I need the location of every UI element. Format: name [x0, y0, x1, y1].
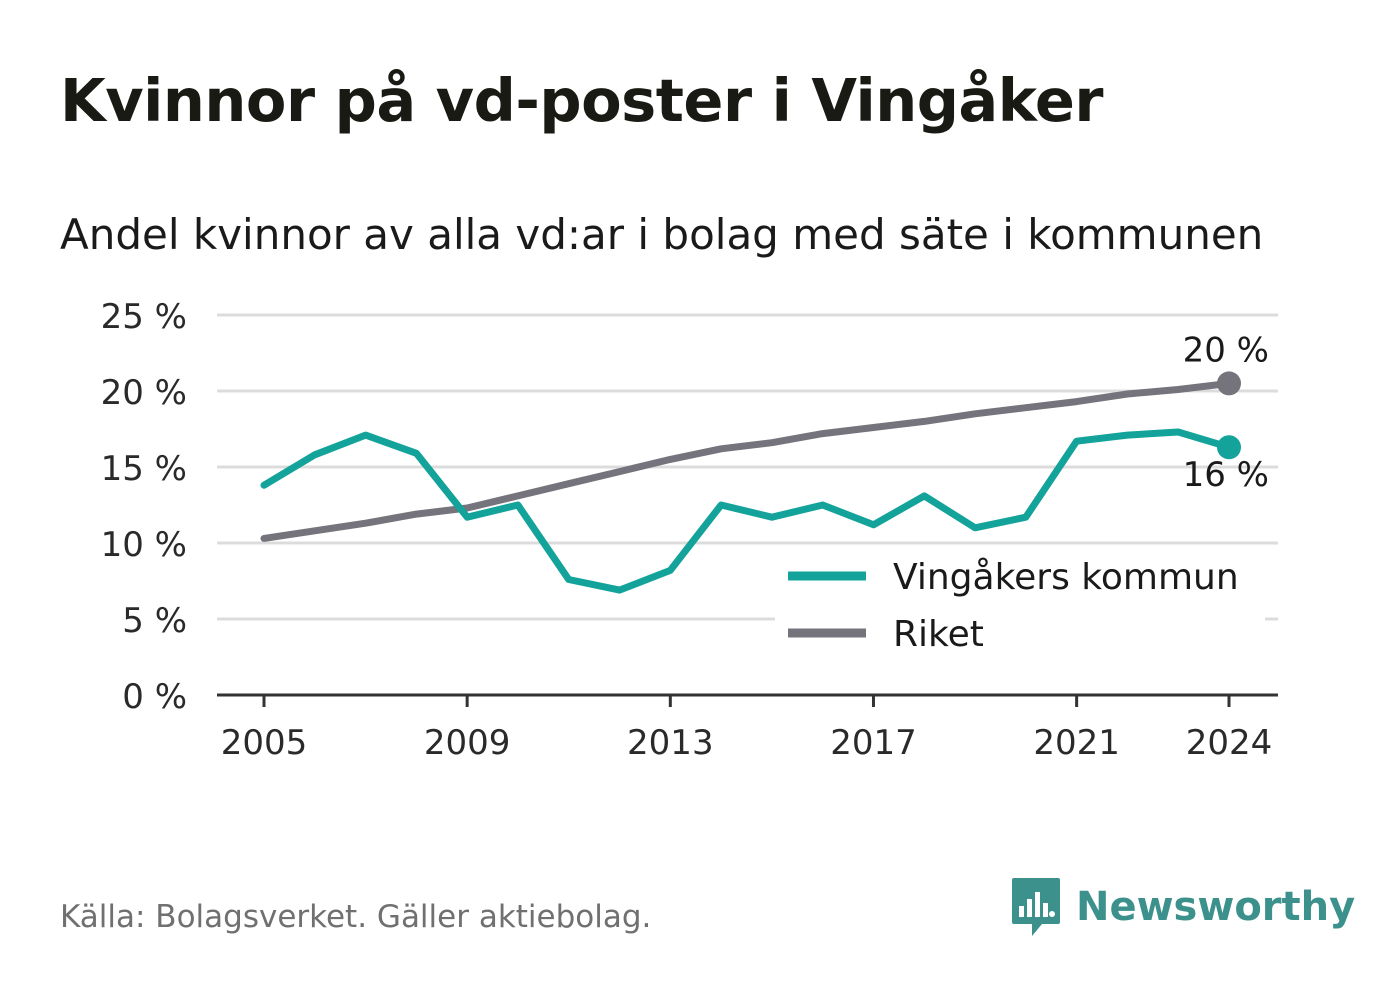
- y-tick-label: 15 %: [101, 449, 187, 489]
- legend: Vingåkers kommun Riket: [775, 545, 1265, 665]
- series-lines: [260, 371, 1241, 594]
- series-line: [260, 379, 1233, 542]
- brand-name: Newsworthy: [1076, 884, 1356, 930]
- grid-lines: [217, 313, 1278, 621]
- source-note: Källa: Bolagsverket. Gäller aktiebolag.: [60, 899, 652, 935]
- x-tick-label: 2017: [830, 723, 917, 763]
- y-tick-label: 0 %: [122, 677, 187, 717]
- x-tick-label: 2013: [627, 723, 714, 763]
- y-tick-label: 10 %: [101, 525, 187, 565]
- legend-label: Riket: [893, 614, 984, 655]
- y-axis-ticks: 0 % 5 % 10 % 15 % 20 % 25 %: [101, 297, 187, 717]
- chart-subtitle: Andel kvinnor av alla vd:ar i bolag med …: [60, 210, 1264, 259]
- series-end-point: [1217, 435, 1241, 460]
- y-tick-label: 20 %: [101, 373, 187, 413]
- newsworthy-logo-icon: [1012, 878, 1060, 936]
- x-axis-ticks: 2005 2009 2013 2017 2021 2024: [221, 695, 1273, 763]
- legend-label: Vingåkers kommun: [893, 557, 1239, 598]
- legend-background: [775, 545, 1265, 665]
- x-tick-label: 2021: [1033, 723, 1120, 763]
- y-tick-label: 25 %: [101, 297, 187, 337]
- series-end-label: 16 %: [1183, 455, 1269, 495]
- brand: Newsworthy: [1010, 876, 1355, 938]
- x-tick-label: 2009: [424, 723, 511, 763]
- series-line: [260, 428, 1233, 594]
- y-tick-label: 5 %: [122, 601, 187, 641]
- end-labels: 16 % 20 %: [1183, 330, 1269, 495]
- x-tick-label: 2005: [221, 723, 308, 763]
- series-end-point: [1217, 371, 1241, 396]
- chart-title: Kvinnor på vd-poster i Vingåker: [60, 66, 1104, 135]
- x-tick-label: 2024: [1186, 723, 1273, 763]
- series-end-label: 20 %: [1183, 330, 1269, 370]
